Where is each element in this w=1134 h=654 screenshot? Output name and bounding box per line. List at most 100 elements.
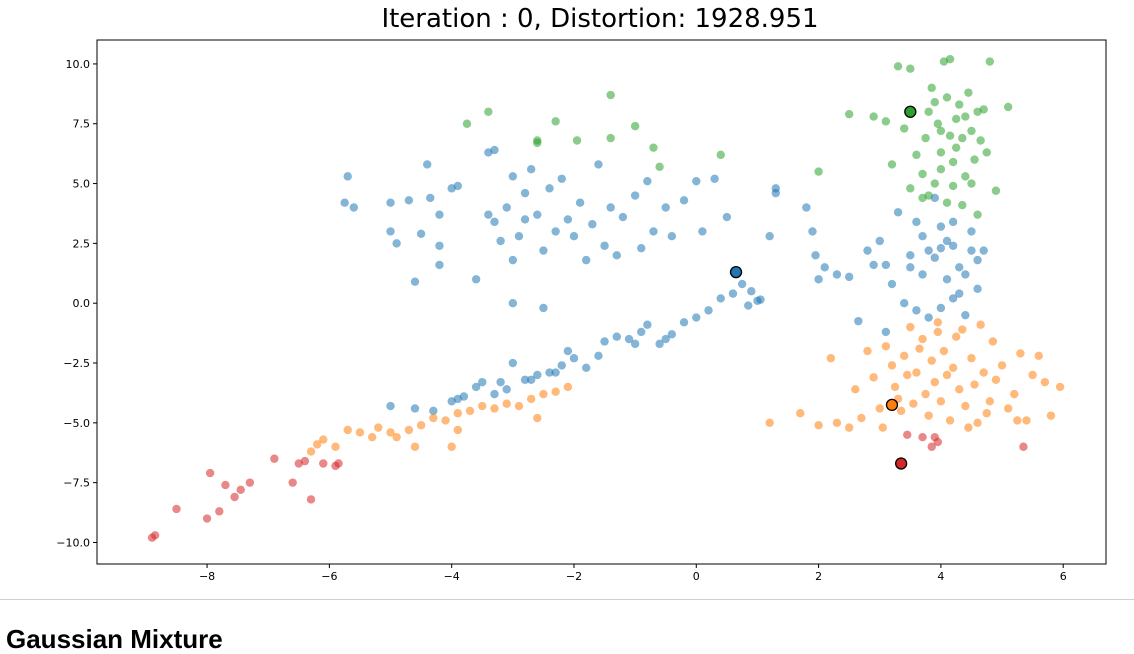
data-point-c1-59: [945, 416, 955, 425]
data-point-c0-30: [539, 246, 548, 255]
data-point-c1-80: [1046, 411, 1056, 420]
data-point-c1-9: [392, 432, 401, 442]
data-point-c2-22: [918, 169, 927, 179]
scatter-plot: −8 −6 −4 −2 0 2 4 6 10.0 7.5 5.0 2.5 0.0 −2.5 −5.0 −7.…: [56, 39, 1107, 583]
data-point-c0-19: [490, 145, 499, 155]
data-point-c0-63: [844, 272, 854, 282]
data-point-c0-86: [961, 310, 970, 320]
data-point-c0-124: [643, 320, 652, 329]
data-point-c1-56: [936, 397, 946, 406]
data-point-c3-5: [215, 507, 224, 516]
data-point-c2-42: [979, 105, 988, 114]
data-point-c0-36: [575, 198, 585, 207]
data-point-c1-48: [909, 399, 918, 408]
data-point-c0-62: [832, 270, 842, 279]
data-point-c0-130: [716, 294, 725, 303]
data-point-c0-69: [906, 263, 915, 272]
data-point-c0-60: [811, 251, 820, 260]
data-point-c1-53: [927, 356, 936, 365]
data-point-c1-8: [386, 428, 395, 437]
data-point-c3-1: [150, 531, 160, 540]
data-point-c2-14: [869, 112, 878, 121]
data-point-c2-21: [912, 150, 921, 160]
data-point-c1-44: [896, 406, 906, 416]
data-point-c0-50: [679, 196, 689, 205]
data-point-c0-93: [967, 227, 976, 236]
data-point-c0-26: [520, 188, 530, 198]
data-point-c1-60: [948, 363, 958, 372]
data-point-c2-36: [961, 172, 970, 181]
data-point-c0-54: [722, 212, 732, 222]
data-point-c2-48: [942, 198, 952, 207]
data-point-c1-65: [970, 380, 979, 389]
data-point-c0-52: [698, 227, 707, 236]
data-point-c2-13: [844, 109, 854, 119]
data-point-c3-2: [172, 504, 181, 514]
data-point-c1-6: [367, 432, 377, 442]
data-point-c2-55: [945, 131, 955, 140]
y-tick-label: −10.0: [56, 536, 90, 549]
data-point-c0-102: [539, 303, 548, 313]
data-point-c2-31: [945, 54, 955, 64]
data-point-c1-23: [563, 382, 573, 392]
data-point-c1-10: [404, 425, 414, 435]
data-point-c1-30: [814, 421, 823, 430]
data-point-c1-79: [1040, 377, 1050, 387]
y-tick-label: −5.0: [63, 417, 90, 430]
data-point-c1-72: [997, 361, 1007, 370]
data-point-c1-83: [933, 318, 943, 327]
data-point-c1-1: [312, 440, 322, 449]
data-point-c2-58: [936, 126, 946, 136]
data-point-c0-34: [563, 215, 573, 224]
data-point-c0-95: [906, 251, 915, 260]
data-point-c0-67: [869, 260, 878, 270]
data-point-c0-79: [967, 246, 976, 255]
data-point-c2-46: [1003, 102, 1013, 112]
data-point-c2-33: [951, 114, 961, 124]
data-point-c0-137: [563, 346, 573, 356]
data-point-c1-12: [429, 413, 438, 423]
data-point-c3-21: [927, 442, 936, 451]
data-point-c0-31: [545, 184, 554, 193]
data-point-c2-9: [649, 143, 658, 152]
data-point-c0-66: [875, 236, 884, 246]
data-point-c1-11: [416, 421, 426, 430]
data-point-c1-61: [955, 385, 964, 394]
data-point-c1-84: [915, 344, 924, 353]
data-point-c0-21: [496, 236, 505, 246]
data-point-c1-54: [930, 377, 939, 387]
data-point-c1-2: [319, 435, 328, 444]
data-point-c2-34: [955, 100, 964, 109]
data-point-c3-19: [918, 432, 927, 442]
data-point-c0-58: [802, 203, 811, 212]
data-point-c0-128: [692, 313, 701, 322]
data-point-c1-37: [869, 373, 878, 382]
data-point-c3-8: [236, 485, 245, 495]
data-point-c0-139: [526, 375, 536, 384]
data-point-c2-1: [484, 107, 493, 116]
data-point-c0-53: [710, 174, 719, 183]
data-point-c0-49: [667, 232, 677, 241]
data-point-c0-57: [765, 232, 774, 241]
data-point-c1-36: [863, 346, 872, 356]
data-point-c0-0: [343, 172, 352, 181]
data-point-c1-18: [502, 399, 511, 408]
data-point-c0-111: [502, 385, 511, 394]
data-point-c0-56: [771, 184, 780, 193]
data-point-c1-50: [918, 334, 927, 344]
data-point-c0-120: [600, 337, 609, 346]
data-point-c0-7: [410, 277, 420, 286]
data-point-c0-115: [545, 368, 554, 377]
data-point-c3-11: [288, 478, 297, 487]
data-point-c1-39: [878, 423, 887, 432]
data-point-c0-133: [747, 287, 756, 296]
data-point-c1-49: [912, 368, 921, 377]
data-point-c2-39: [970, 155, 979, 164]
data-point-c0-39: [594, 160, 603, 169]
data-point-c2-41: [976, 136, 985, 145]
x-tick-label: −8: [199, 570, 215, 583]
data-point-c0-105: [429, 406, 438, 416]
data-point-c2-56: [961, 112, 970, 121]
data-point-c1-68: [979, 368, 988, 377]
data-point-c1-7: [374, 423, 383, 432]
